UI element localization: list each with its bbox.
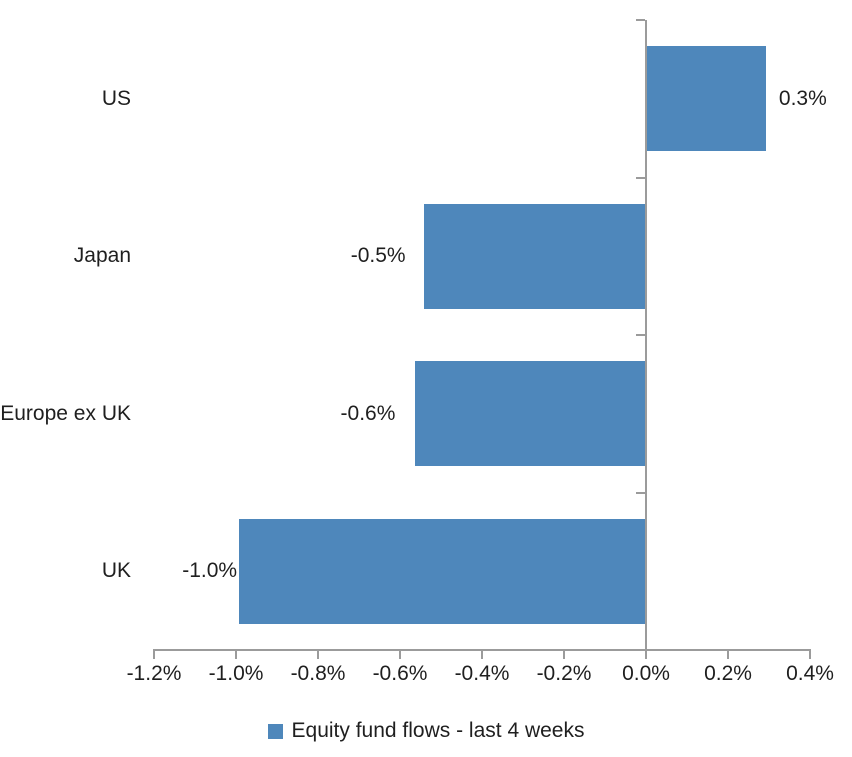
zero-axis-line	[645, 20, 647, 659]
value-label: -0.6%	[340, 401, 396, 425]
category-tick	[636, 491, 645, 494]
x-tick	[727, 650, 729, 659]
legend-label: Equity fund flows - last 4 weeks	[291, 719, 585, 742]
x-tick	[481, 650, 483, 659]
category-label: UK	[101, 559, 131, 583]
x-tick	[563, 650, 565, 659]
x-tick-label: 0.4%	[786, 662, 834, 685]
category-label: US	[101, 86, 131, 110]
x-tick	[809, 650, 811, 659]
x-tick-label: -0.6%	[372, 662, 428, 685]
x-tick-label: -0.4%	[454, 662, 510, 685]
x-tick-label: -1.2%	[126, 662, 182, 685]
bar-japan	[423, 203, 645, 309]
value-label: -1.0%	[182, 559, 238, 583]
x-tick-label: 0.2%	[704, 662, 752, 685]
x-tick-label: -0.8%	[290, 662, 346, 685]
category-tick	[636, 19, 645, 21]
x-tick	[645, 650, 647, 659]
value-label: -0.5%	[350, 244, 406, 268]
legend: Equity fund flows - last 4 weeks	[0, 716, 852, 746]
category-tick	[636, 334, 645, 336]
category-tick	[636, 176, 645, 179]
x-tick-label: 0.0%	[622, 662, 670, 685]
category-label: Japan	[73, 244, 131, 268]
x-tick	[235, 650, 237, 659]
bar-europe-ex-uk	[415, 361, 645, 467]
x-tick-label: -1.0%	[208, 662, 264, 685]
value-label: 0.3%	[778, 86, 827, 110]
bar-uk	[239, 518, 645, 624]
category-label: Europe ex UK	[0, 401, 131, 425]
x-tick-label: -0.2%	[536, 662, 592, 685]
legend-swatch-icon	[267, 723, 283, 739]
x-tick	[317, 650, 319, 659]
bar-us	[647, 46, 766, 152]
x-tick	[153, 650, 155, 659]
x-tick	[399, 650, 401, 659]
